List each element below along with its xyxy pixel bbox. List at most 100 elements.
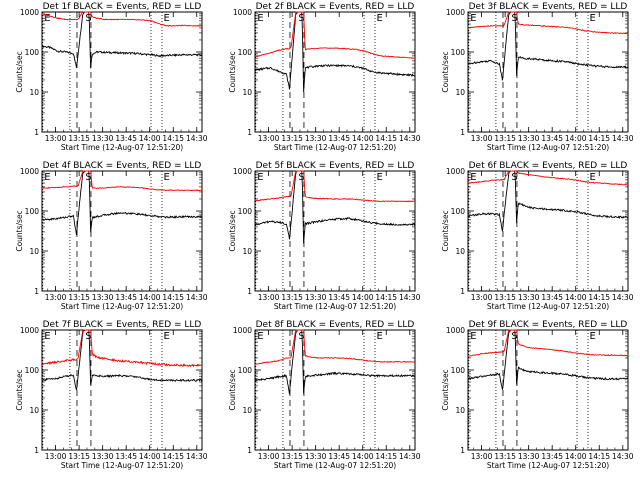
x-axis-label: Start Time (12-Aug-07 12:51:20) bbox=[487, 302, 609, 311]
y-tick-label: 100 bbox=[25, 366, 40, 375]
x-tick-label: 13:15 bbox=[281, 452, 303, 461]
y-tick-label: 100 bbox=[238, 207, 253, 216]
panel-title: Det 6f BLACK = Events, RED = LLD bbox=[469, 161, 628, 171]
x-tick-label: 13:30 bbox=[305, 134, 327, 143]
x-tick-label: 13:00 bbox=[45, 134, 67, 143]
marker-label: S bbox=[85, 331, 91, 342]
plot-frame bbox=[41, 170, 203, 292]
lld-series-line bbox=[467, 329, 629, 358]
x-tick-label: 13:00 bbox=[45, 293, 67, 302]
events-series-line bbox=[467, 170, 629, 232]
x-tick-label: 13:45 bbox=[541, 134, 563, 143]
x-tick-label: 13:00 bbox=[471, 452, 493, 461]
y-tick-label: 1000 bbox=[20, 167, 39, 176]
x-axis-label: Start Time (12-Aug-07 12:51:20) bbox=[61, 302, 183, 311]
x-tick-label: 13:15 bbox=[281, 293, 303, 302]
marker-label: E bbox=[470, 331, 476, 342]
y-tick-label: 1000 bbox=[233, 326, 252, 335]
marker-label: E bbox=[590, 331, 596, 342]
x-tick-label: 14:15 bbox=[162, 293, 184, 302]
marker-label: E bbox=[590, 172, 596, 183]
marker-label: S bbox=[298, 331, 304, 342]
y-tick-label: 1 bbox=[460, 446, 465, 455]
x-tick-label: 13:45 bbox=[115, 293, 137, 302]
plot-frame bbox=[254, 329, 416, 451]
x-tick-label: 14:00 bbox=[139, 293, 161, 302]
marker-label: E bbox=[164, 172, 170, 183]
panel-2: Det 2f BLACK = Events, RED = LLD 1 10 100 10… bbox=[228, 2, 421, 152]
x-tick-label: 13:00 bbox=[258, 452, 280, 461]
y-tick-label: 10 bbox=[455, 88, 465, 97]
events-series-line bbox=[254, 329, 416, 395]
y-tick-label: 10 bbox=[29, 247, 39, 256]
x-tick-label: 14:30 bbox=[612, 452, 634, 461]
x-tick-label: 14:30 bbox=[612, 293, 634, 302]
x-tick-label: 14:00 bbox=[352, 134, 374, 143]
x-axis-label: Start Time (12-Aug-07 12:51:20) bbox=[487, 461, 609, 470]
marker-label: S bbox=[298, 172, 304, 183]
marker-label: S bbox=[511, 172, 517, 183]
x-tick-label: 13:15 bbox=[494, 452, 516, 461]
y-tick-label: 100 bbox=[238, 366, 253, 375]
x-tick-label: 14:15 bbox=[162, 134, 184, 143]
x-tick-label: 13:15 bbox=[68, 134, 90, 143]
x-tick-label: 13:30 bbox=[518, 134, 540, 143]
lld-series-line bbox=[41, 170, 203, 192]
marker-label: E bbox=[377, 331, 383, 342]
x-tick-label: 14:30 bbox=[186, 134, 208, 143]
x-axis-label: Start Time (12-Aug-07 12:51:20) bbox=[274, 461, 396, 470]
marker-label: S bbox=[511, 331, 517, 342]
x-tick-label: 14:30 bbox=[186, 293, 208, 302]
x-tick-label: 14:30 bbox=[399, 293, 421, 302]
x-tick-label: 13:30 bbox=[518, 293, 540, 302]
x-tick-label: 14:30 bbox=[186, 452, 208, 461]
y-tick-label: 1 bbox=[34, 287, 39, 296]
lld-series-line bbox=[254, 329, 416, 365]
x-tick-label: 13:00 bbox=[471, 293, 493, 302]
x-tick-label: 14:00 bbox=[352, 452, 374, 461]
x-tick-label: 14:15 bbox=[588, 452, 610, 461]
lld-series-line bbox=[41, 329, 203, 368]
lld-series-line bbox=[254, 170, 416, 203]
y-axis-label: Counts/sec bbox=[228, 210, 237, 251]
panel-title: Det 2f BLACK = Events, RED = LLD bbox=[256, 2, 415, 12]
y-tick-label: 10 bbox=[29, 88, 39, 97]
panel-title: Det 1f BLACK = Events, RED = LLD bbox=[43, 2, 202, 12]
x-tick-label: 13:45 bbox=[328, 452, 350, 461]
y-tick-label: 100 bbox=[25, 48, 40, 57]
events-series-line bbox=[467, 329, 629, 390]
y-tick-label: 100 bbox=[451, 366, 466, 375]
x-tick-label: 13:30 bbox=[305, 293, 327, 302]
x-tick-label: 13:30 bbox=[92, 134, 114, 143]
x-tick-label: 14:00 bbox=[565, 293, 587, 302]
y-axis-label: Counts/sec bbox=[441, 51, 450, 92]
panel-5: Det 5f BLACK = Events, RED = LLD 1 10 100 10… bbox=[228, 161, 421, 311]
marker-label: E bbox=[257, 172, 263, 183]
x-axis-label: Start Time (12-Aug-07 12:51:20) bbox=[61, 461, 183, 470]
x-tick-label: 14:30 bbox=[612, 134, 634, 143]
x-axis-label: Start Time (12-Aug-07 12:51:20) bbox=[274, 143, 396, 152]
y-tick-label: 100 bbox=[451, 48, 466, 57]
y-tick-label: 100 bbox=[25, 207, 40, 216]
marker-label: E bbox=[164, 13, 170, 24]
x-tick-label: 14:15 bbox=[588, 293, 610, 302]
marker-label: S bbox=[511, 13, 517, 24]
lld-series-line bbox=[467, 170, 629, 186]
events-series-line bbox=[41, 329, 203, 391]
x-tick-label: 13:15 bbox=[68, 293, 90, 302]
marker-label: S bbox=[85, 13, 91, 24]
y-axis-label: Counts/sec bbox=[228, 51, 237, 92]
x-tick-label: 14:15 bbox=[375, 293, 397, 302]
marker-label: E bbox=[257, 331, 263, 342]
marker-label: E bbox=[377, 172, 383, 183]
y-tick-label: 100 bbox=[451, 207, 466, 216]
marker-label: E bbox=[44, 13, 50, 24]
x-tick-label: 13:45 bbox=[115, 134, 137, 143]
marker-label: E bbox=[44, 172, 50, 183]
lld-series-line bbox=[41, 11, 203, 27]
x-tick-label: 13:45 bbox=[115, 452, 137, 461]
marker-label: E bbox=[470, 172, 476, 183]
x-tick-label: 14:15 bbox=[588, 134, 610, 143]
x-tick-label: 14:15 bbox=[375, 452, 397, 461]
